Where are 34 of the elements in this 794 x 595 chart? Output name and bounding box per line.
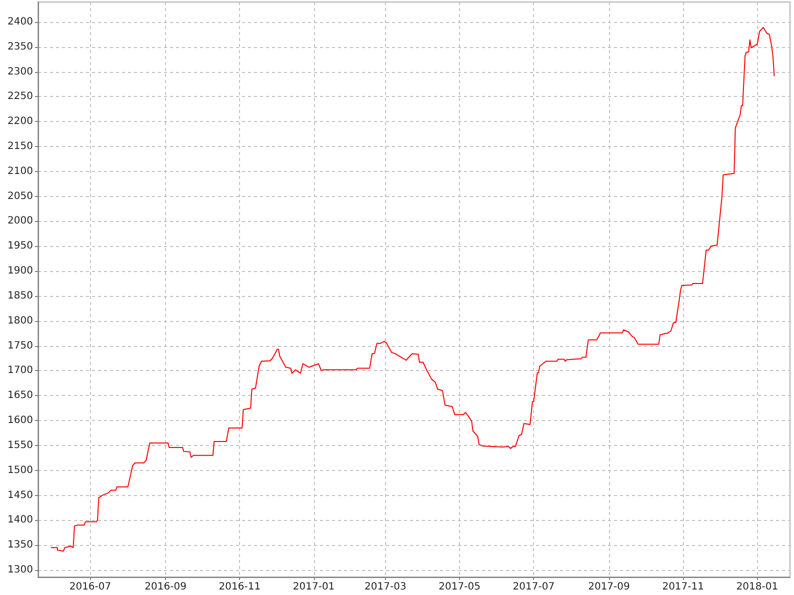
x-tick-label: 2016-11 [218, 582, 261, 592]
y-tick-label: 1700 [8, 365, 33, 376]
y-tick-label: 1400 [8, 514, 33, 526]
y-tick-label: 1450 [8, 490, 33, 501]
x-tick-label: 2017-03 [364, 582, 406, 592]
y-tick-label: 1550 [8, 440, 33, 451]
y-tick-label: 2200 [8, 116, 33, 128]
y-tick-label: 1300 [8, 564, 33, 576]
y-tick-label: 1600 [8, 415, 33, 426]
line-series [50, 26, 775, 552]
y-tick-label: 2050 [8, 190, 33, 202]
x-tick-label: 2016-09 [144, 582, 186, 592]
x-tick-label: 2017-01 [292, 582, 335, 592]
y-tick-label: 2250 [8, 91, 33, 102]
x-tick-label: 2017-09 [588, 582, 630, 592]
y-tick-label: 1950 [8, 240, 33, 252]
y-tick-label: 1900 [8, 266, 33, 277]
y-tick-label: 1350 [8, 540, 33, 551]
x-tick-label: 2017-11 [662, 582, 704, 592]
y-tick-label: 2100 [8, 166, 33, 177]
y-tick-label: 2150 [8, 140, 33, 152]
x-tick-label: 2018-01 [736, 582, 778, 592]
y-tick-label: 1800 [8, 315, 33, 326]
y-tick-label: 2350 [8, 41, 33, 52]
y-tick-label: 1850 [8, 290, 33, 302]
y-tick-label: 2000 [8, 216, 33, 227]
y-tick-label: 2300 [8, 66, 33, 78]
y-tick-label: 1650 [8, 390, 33, 402]
x-tick-label: 2017-05 [438, 582, 480, 592]
x-tick-label: 2016-07 [69, 582, 112, 592]
y-tick-label: 1500 [8, 464, 33, 476]
x-tick-label: 2017-07 [512, 582, 555, 592]
y-tick-label: 2400 [8, 16, 33, 28]
y-tick-label: 1750 [8, 340, 33, 352]
